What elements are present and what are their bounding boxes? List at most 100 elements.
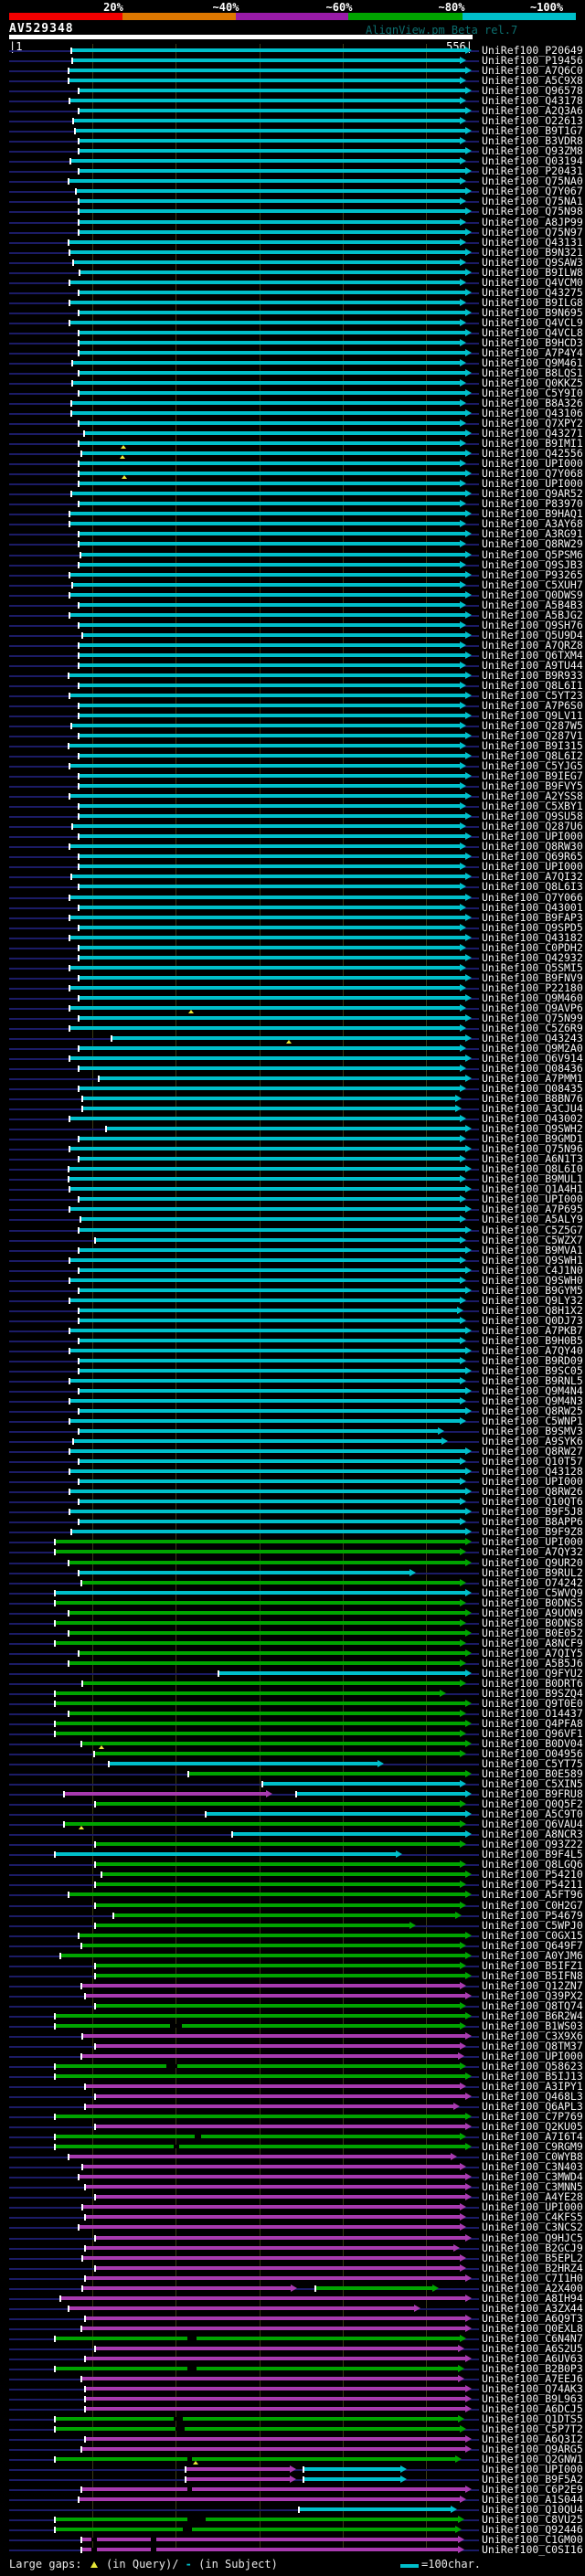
hit-row[interactable]: UniRef100_A0YJM6 [0,1950,585,1961]
hit-label[interactable]: UniRef100_B9GMD1 [482,1132,583,1146]
hit-label[interactable]: UniRef100_O04956 [482,1747,583,1761]
hit-row[interactable]: UniRef100_C5Y9I0 [0,387,585,398]
hit-row[interactable]: UniRef100_B5EPL2 [0,2253,585,2263]
hit-label[interactable]: UniRef100_Q75NA0 [482,175,583,188]
hit-bar-segment[interactable] [232,1832,465,1837]
hit-row[interactable]: UniRef100_O74242 [0,1577,585,1588]
hit-label[interactable]: UniRef100_A7I6T4 [482,2130,583,2144]
hit-bar-segment[interactable] [79,955,465,959]
hit-label[interactable]: UniRef100_A7P4Y4 [482,345,583,359]
hit-label[interactable]: UniRef100_B5IFZ1 [482,1958,583,1972]
hit-label[interactable]: UniRef100_UPI000.. [482,457,585,471]
hit-label[interactable]: UniRef100_A5B4B3 [482,598,583,611]
hit-bar-segment[interactable] [79,1066,460,1071]
hit-bar-segment[interactable] [69,985,460,990]
hit-label[interactable]: UniRef100_A5B5J6 [482,1656,583,1670]
hit-label[interactable]: UniRef100_Q74AK3 [482,2381,583,2395]
hit-row[interactable]: UniRef100_A5C9X8 [0,75,585,86]
hit-row[interactable]: UniRef100_UPI000.. [0,1537,585,1547]
hit-bar-segment[interactable] [99,1076,465,1081]
hit-bar-segment[interactable] [79,562,460,567]
hit-bar-segment[interactable] [55,1620,460,1625]
hit-bar-segment[interactable] [95,1923,410,1927]
hit-bar-segment[interactable] [82,2165,460,2169]
hit-bar-segment[interactable] [95,2094,465,2099]
hit-bar-segment[interactable] [79,1570,410,1574]
hit-label[interactable]: UniRef100_P54679 [482,1908,583,1922]
hit-bar-segment[interactable] [79,1227,465,1232]
hit-row[interactable]: UniRef100_A7P4Y4 [0,345,585,359]
hit-label[interactable]: UniRef100_P54211 [482,1878,583,1892]
hit-row[interactable]: UniRef100_Q75N99 [0,1012,585,1023]
hit-row[interactable]: UniRef100_Q0DJ73 [0,1313,585,1327]
hit-label[interactable]: UniRef100_B9IEG7 [482,769,583,783]
hit-label[interactable]: UniRef100_Q6VAU4 [482,1818,583,1831]
hit-bar-segment[interactable] [79,854,465,859]
hit-bar-segment[interactable] [79,1650,465,1655]
hit-row[interactable]: UniRef100_C5XUH7 [0,579,585,590]
hit-bar-segment[interactable] [69,1510,465,1514]
hit-label[interactable]: UniRef100_C4J1N0 [482,1263,583,1277]
hit-row[interactable]: UniRef100_B2HRZ4 [0,2263,585,2274]
hit-bar-segment[interactable] [79,713,465,717]
hit-row[interactable]: UniRef100_B9N695 [0,307,585,318]
hit-bar-segment[interactable] [95,1882,460,1887]
hit-label[interactable]: UniRef100_Q0KKZ5 [482,376,583,389]
hit-row[interactable]: UniRef100_B9MUL1 [0,1174,585,1184]
hit-label[interactable]: UniRef100_Q287V1 [482,729,583,743]
hit-row[interactable]: UniRef100_A4YE28 [0,2192,585,2202]
hit-row[interactable]: UniRef100_C1GM00 [0,2535,585,2545]
hit-label[interactable]: UniRef100_B9N321 [482,245,583,259]
hit-label[interactable]: UniRef100_Q08436 [482,1062,583,1076]
hit-row[interactable]: UniRef100_A6N1T3 [0,1154,585,1164]
hit-bar-segment[interactable] [79,149,465,154]
hit-row[interactable]: UniRef100_B9FRU8 [0,1787,585,1801]
hit-label[interactable]: UniRef100_B2GCJ9 [482,2241,583,2254]
hit-bar-segment[interactable] [79,89,465,93]
hit-label[interactable]: UniRef100_B9RNL5 [482,1373,583,1387]
hit-row[interactable]: UniRef100_Q0EXL8 [0,2323,585,2334]
hit-label[interactable]: UniRef100_Q9ARG5 [482,2443,583,2456]
hit-row[interactable]: UniRef100_Q8RW27 [0,1446,585,1457]
hit-row[interactable]: UniRef100_B9L963 [0,2393,585,2404]
hit-bar-segment[interactable] [79,1479,460,1484]
hit-label[interactable]: UniRef100_B9FRU8 [482,1787,583,1801]
hit-label[interactable]: UniRef100_B5EPL2 [482,2251,583,2264]
hit-label[interactable]: UniRef100_P54210 [482,1868,583,1882]
hit-bar-segment[interactable] [69,1257,460,1262]
hit-row[interactable]: UniRef100_Q9SH76 [0,620,585,631]
hit-label[interactable]: UniRef100_A6Q3I2 [482,2433,583,2446]
hit-bar-segment[interactable] [55,2528,455,2532]
hit-row[interactable]: UniRef100_Q9LY32 [0,1295,585,1306]
hit-label[interactable]: UniRef100_Q7XPY2 [482,417,583,430]
hit-label[interactable]: UniRef100_A8NCF9 [482,1636,583,1649]
hit-row[interactable]: UniRef100_B9T1G7 [0,125,585,136]
hit-bar-segment[interactable] [72,380,460,385]
hit-label[interactable]: UniRef100_A3ZX44 [482,2301,583,2315]
hit-row[interactable]: UniRef100_Q1DTS5 [0,2413,585,2424]
hit-bar-segment[interactable] [82,2255,460,2260]
hit-label[interactable]: UniRef100_Q0DJ73 [482,1313,583,1327]
hit-label[interactable]: UniRef100_A2X400 [482,2281,583,2295]
hit-label[interactable]: UniRef100_Q43106 [482,407,583,420]
hit-row[interactable]: UniRef100_C8VU25 [0,2515,585,2525]
hit-label[interactable]: UniRef100_Q9AVP6 [482,1001,583,1014]
hit-row[interactable]: UniRef100_A7QRZ8 [0,640,585,651]
hit-bar-segment[interactable] [79,1197,460,1202]
hit-label[interactable]: UniRef100_Q93ZM8 [482,144,583,158]
hit-bar-segment[interactable] [55,1721,465,1725]
hit-bar-segment[interactable] [55,1701,465,1705]
hit-bar-segment[interactable] [55,1590,465,1595]
hit-label[interactable]: UniRef100_B0E589 [482,1767,583,1781]
hit-label[interactable]: UniRef100_A7PKB7 [482,1323,583,1337]
hit-bar-segment[interactable] [95,1842,460,1847]
hit-bar-segment[interactable] [64,1792,266,1797]
hit-label[interactable]: UniRef100_C0PDH2 [482,940,583,954]
hit-label[interactable]: UniRef100_Q42932 [482,950,583,964]
hit-bar-segment[interactable] [79,109,465,113]
hit-row[interactable]: UniRef100_C6P2E9 [0,2485,585,2495]
hit-label[interactable]: UniRef100_B9HCD3 [482,335,583,349]
hit-row[interactable]: UniRef100_B9ILG8 [0,297,585,308]
hit-bar-segment[interactable] [79,885,460,889]
hit-label[interactable]: UniRef100_A9UON9 [482,1606,583,1619]
